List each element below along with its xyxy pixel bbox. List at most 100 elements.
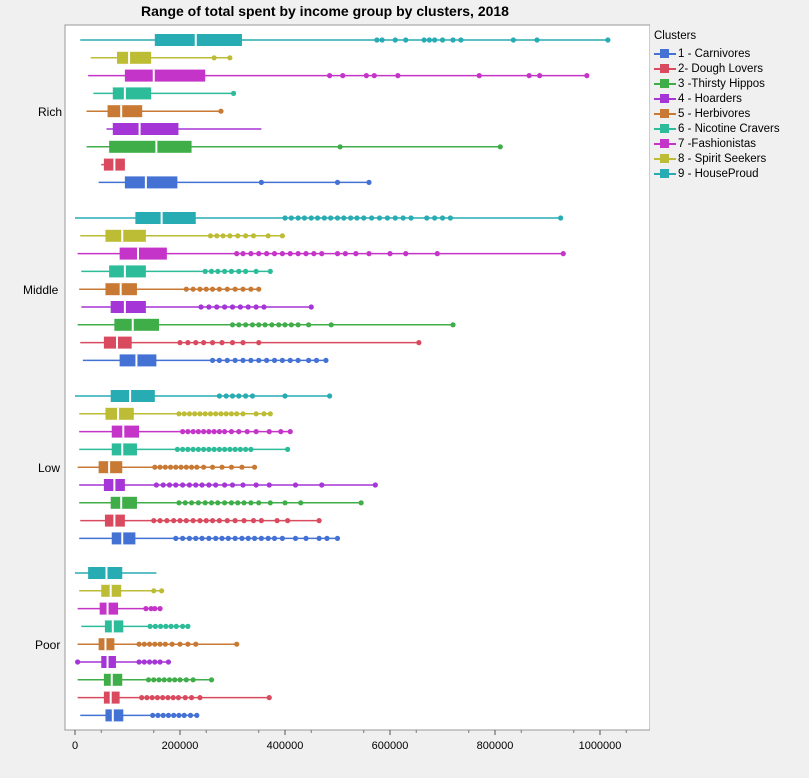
outlier-point [199, 482, 205, 488]
outlier-point [224, 286, 230, 292]
outlier-point [366, 179, 372, 185]
outlier-point [215, 500, 221, 506]
outlier-point [328, 322, 334, 328]
outlier-point [213, 535, 219, 542]
outlier-point [327, 393, 333, 399]
outlier-point [337, 144, 343, 150]
outlier-point [267, 411, 273, 417]
outlier-point [266, 695, 272, 701]
outlier-point [416, 340, 422, 346]
outlier-point [319, 482, 325, 488]
box [135, 212, 196, 224]
box [117, 51, 152, 64]
outlier-point [153, 482, 159, 488]
outlier-point [188, 464, 195, 470]
legend-label: 5 - Herbivores [678, 107, 751, 120]
outlier-point [169, 641, 175, 647]
outlier-point [168, 623, 174, 630]
x-tick-label: 1000000 [579, 740, 622, 752]
outlier-point [203, 286, 209, 292]
outlier-point [152, 659, 158, 665]
outlier-point [160, 695, 166, 701]
outlier-point [216, 429, 222, 435]
outlier-point [176, 500, 182, 506]
outlier-point [177, 641, 183, 647]
legend-item: 7 -Fashionistas [654, 136, 804, 151]
outlier-point [206, 304, 212, 310]
outlier-point [243, 322, 249, 328]
outlier-point [271, 357, 278, 363]
outlier-point [216, 286, 222, 292]
x-tick-label: 400000 [267, 740, 304, 752]
outlier-point [256, 322, 262, 328]
outlier-point [211, 429, 217, 435]
legend-label: 6 - Nicotine Cravers [678, 122, 780, 135]
outlier-point [319, 251, 325, 257]
outlier-point [75, 659, 81, 665]
outlier-point [171, 712, 177, 719]
outlier-point [190, 518, 196, 524]
outlier-point [223, 411, 229, 417]
outlier-point [321, 215, 327, 221]
outlier-point [450, 322, 456, 328]
outlier-point [185, 641, 191, 647]
outlier-point [232, 535, 238, 542]
outlier-point [374, 37, 380, 43]
outlier-point [228, 500, 235, 506]
outlier-point [152, 641, 158, 647]
outlier-point [267, 500, 273, 506]
outlier-point [183, 464, 189, 470]
outlier-point [220, 233, 226, 239]
outlier-point [248, 446, 254, 452]
outlier-point [301, 215, 308, 221]
outlier-point [366, 251, 372, 257]
legend-swatch [654, 168, 676, 179]
outlier-point [316, 518, 322, 524]
outlier-point [265, 233, 271, 239]
outlier-point [434, 251, 440, 257]
box [105, 709, 124, 722]
outlier-point [175, 695, 182, 701]
outlier-point [243, 268, 249, 274]
box [107, 105, 143, 118]
outlier-point [177, 677, 183, 683]
box [112, 123, 179, 135]
outlier-point [403, 37, 409, 43]
legend-swatch [654, 78, 676, 89]
outlier-point [256, 286, 262, 292]
outlier-point [236, 393, 242, 399]
outlier-point [178, 464, 184, 470]
outlier-point [159, 588, 165, 594]
outlier-point [180, 623, 186, 630]
outlier-point [157, 641, 163, 647]
outlier-point [584, 73, 590, 79]
box [114, 318, 159, 331]
outlier-point [213, 482, 219, 488]
outlier-point [209, 286, 216, 292]
outlier-point [225, 535, 231, 542]
outlier-point [537, 73, 543, 79]
outlier-point [237, 304, 243, 310]
outlier-point [256, 340, 262, 346]
outlier-point [216, 393, 222, 399]
box [110, 496, 137, 509]
outlier-point [232, 357, 238, 363]
box [112, 87, 152, 100]
outlier-point [392, 215, 398, 221]
legend-label: 4 - Hoarders [678, 92, 742, 105]
outlier-point [206, 429, 212, 435]
outlier-point [156, 677, 162, 683]
legend: Clusters 1 - Carnivores 2- Dough Lovers 3 … [654, 30, 804, 181]
legend-label: 8 - Spirit Seekers [678, 152, 767, 165]
outlier-point [157, 518, 163, 524]
outlier-point [292, 482, 299, 488]
outlier-point [279, 357, 285, 363]
outlier-point [180, 429, 186, 435]
outlier-point [146, 659, 153, 665]
outlier-point [387, 251, 393, 257]
outlier-point [166, 677, 173, 683]
legend-item: 5 - Herbivores [654, 106, 804, 121]
outlier-point [177, 340, 183, 346]
outlier-point [372, 482, 378, 488]
outlier-point [162, 641, 168, 647]
